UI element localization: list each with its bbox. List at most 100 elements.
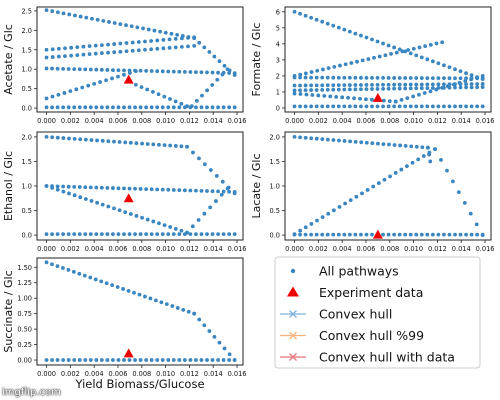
pathway-point	[83, 67, 88, 72]
pathway-point	[143, 47, 147, 52]
pathway-point	[127, 186, 132, 191]
pathway-point	[364, 97, 368, 102]
pathway-point	[199, 188, 204, 193]
pathway-point	[425, 145, 430, 150]
legend-entry: Convex hull with data	[280, 350, 455, 365]
pathway-point	[153, 298, 158, 303]
pathway-point	[78, 14, 83, 19]
pathway-point	[375, 104, 380, 109]
pathway-point	[133, 82, 138, 87]
pathway-point	[166, 105, 171, 110]
pathway-point	[400, 49, 405, 54]
pathway-point	[99, 67, 104, 72]
pathway-point	[66, 105, 71, 110]
pathway-point	[292, 135, 297, 139]
pathway-point	[50, 262, 54, 267]
pathway-point	[177, 358, 182, 362]
pathway-point	[168, 143, 173, 148]
pathway-point	[232, 358, 237, 362]
pathway-point	[94, 185, 99, 190]
pathway-point	[386, 43, 391, 48]
pathway-point	[292, 75, 297, 80]
pathway-point	[359, 232, 363, 237]
pathway-point	[347, 75, 352, 80]
pathway-point	[480, 232, 485, 237]
pathway-point	[397, 104, 402, 109]
pathway-point	[457, 80, 462, 85]
pathway-point	[392, 76, 397, 80]
pathway-point	[320, 83, 325, 88]
pathway-point	[63, 46, 67, 51]
pathway-point	[298, 75, 302, 80]
pathway-point	[399, 167, 404, 172]
pathway-point	[411, 94, 416, 99]
pathway-point	[399, 97, 404, 102]
pathway-point	[309, 136, 314, 141]
pathway-point	[325, 21, 330, 26]
pathway-point	[205, 105, 209, 110]
x-tick-label: 0.012	[428, 117, 447, 125]
pathway-point	[205, 88, 210, 93]
y-tick-label: 0.0	[22, 232, 33, 240]
x-tick-label: 0.010	[156, 245, 175, 253]
pathway-point	[331, 104, 336, 109]
pathway-point	[381, 142, 386, 147]
pathway-point	[94, 105, 99, 110]
pathway-point	[445, 84, 450, 89]
pathway-point	[44, 358, 49, 362]
y-tick-label: 5	[276, 24, 280, 32]
pathway-point	[135, 25, 140, 30]
pathway-point	[185, 144, 189, 149]
pathway-point	[442, 63, 446, 68]
pathway-point	[214, 173, 219, 178]
legend-x-icon	[289, 353, 297, 361]
pathway-point	[161, 38, 166, 42]
pathway-point	[219, 192, 224, 197]
pathway-point	[171, 69, 176, 74]
pathway-point	[56, 92, 61, 97]
pathway-point	[227, 352, 232, 357]
pathway-point	[387, 142, 391, 147]
pathway-point	[50, 47, 55, 52]
pathway-point	[168, 225, 173, 229]
pathway-point	[425, 82, 430, 87]
pathway-point	[50, 358, 54, 362]
pathway-point	[122, 105, 126, 110]
pathway-point	[106, 50, 110, 55]
pathway-point	[199, 105, 204, 110]
pathway-point	[72, 105, 77, 110]
pathway-point	[227, 232, 232, 237]
pathway-point	[331, 138, 336, 142]
pathway-point	[166, 69, 171, 74]
pathway-point	[328, 94, 333, 99]
pathway-point	[303, 88, 308, 93]
pathway-point	[155, 69, 160, 74]
pathway-point	[436, 76, 441, 81]
pathway-point	[464, 82, 468, 86]
pathway-point	[44, 105, 49, 110]
pathway-point	[475, 82, 480, 86]
pathway-point	[458, 232, 463, 237]
pathway-point	[451, 82, 456, 87]
pathway-point	[93, 277, 98, 282]
pathway-point	[428, 159, 433, 164]
pathway-point	[55, 358, 60, 362]
pathway-point	[458, 69, 463, 74]
pathway-point	[403, 82, 408, 87]
pathway-point	[149, 47, 154, 52]
pathway-point	[94, 358, 99, 362]
pathway-point	[408, 76, 413, 80]
x-tick-label: 0.002	[309, 117, 328, 125]
pathway-point	[475, 104, 480, 109]
pathway-point	[298, 135, 302, 140]
pathway-point	[353, 232, 358, 237]
pathway-point	[50, 232, 54, 237]
pathway-point	[208, 205, 213, 210]
pathway-point	[107, 20, 111, 24]
pathway-point	[197, 317, 202, 322]
pathway-point	[127, 358, 132, 362]
pathway-point	[112, 21, 117, 25]
x-tick-label: 0.008	[380, 117, 399, 125]
pathway-point	[144, 232, 149, 237]
pathway-point	[199, 70, 204, 75]
